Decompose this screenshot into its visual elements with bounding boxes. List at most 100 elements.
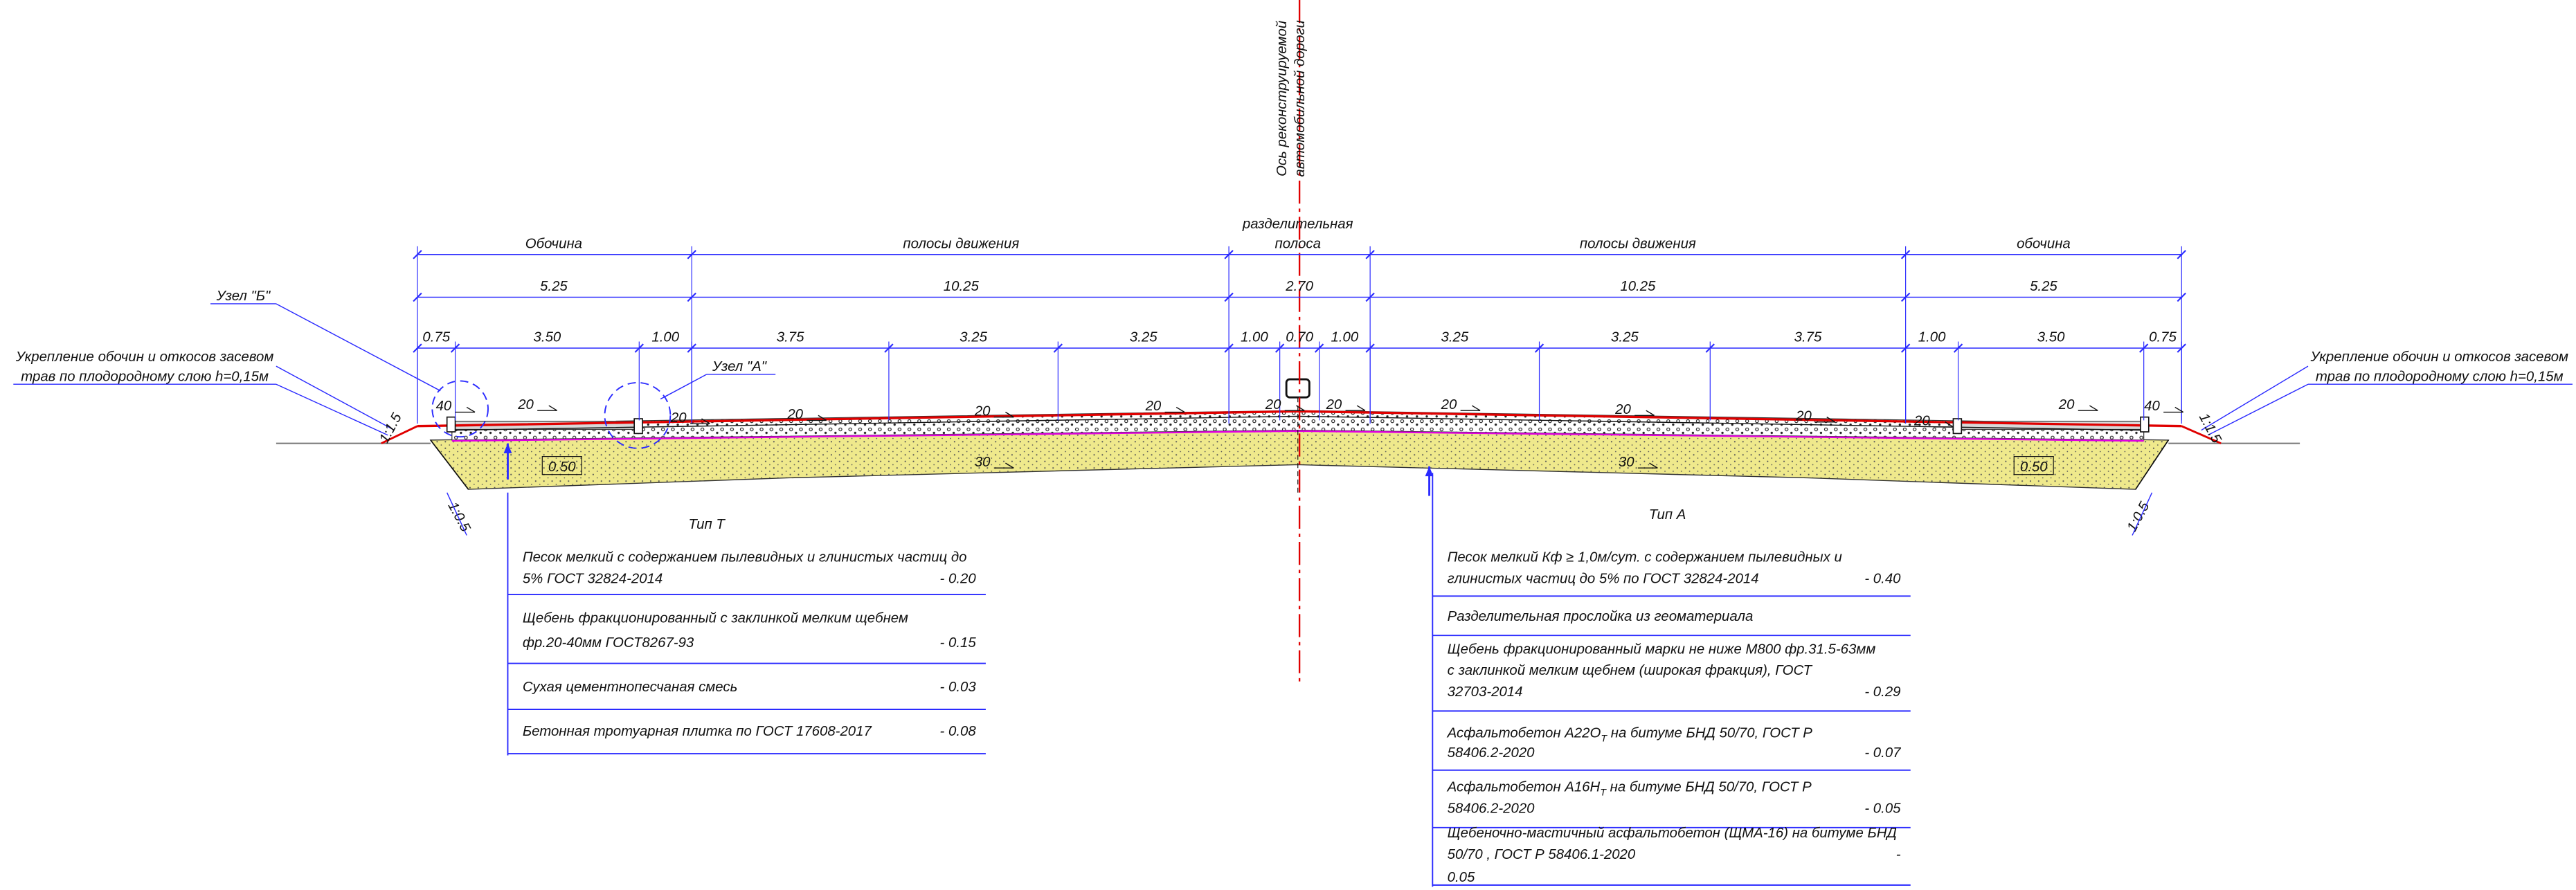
- axis-label: Ось реконструируемой: [1275, 21, 1290, 176]
- gradient-arrow: [548, 405, 558, 411]
- layer-text: 0.05: [1448, 870, 1475, 885]
- element-width: 0.75: [2149, 330, 2177, 345]
- gradient-arrow: [1176, 406, 1185, 413]
- side-slope-left: [430, 439, 469, 490]
- layer-text-part: Т: [1600, 788, 1607, 799]
- gradient-label: 30: [1619, 455, 1634, 470]
- leader: [276, 365, 395, 431]
- element-width: 3.25: [1130, 330, 1158, 345]
- element-width: 1.00: [1331, 330, 1359, 345]
- layer-text: 32703-2014: [1448, 684, 1523, 700]
- layer-text: с заклинкой мелким щебнем (широкая фракц…: [1448, 663, 1813, 678]
- zone-label: Обочина: [525, 236, 582, 251]
- leader: [2207, 383, 2309, 436]
- reinforcement-note: трав по плодородному слою h=0,15м: [2316, 369, 2564, 384]
- layer-text: Бетонная тротуарная плитка по ГОСТ 17608…: [523, 724, 872, 739]
- median-label: разделительная: [1242, 217, 1353, 232]
- layer-text: Асфальтобетон А22ОТ на битуме БНД 50/70,…: [1447, 725, 1813, 744]
- type-title: Тип Т: [688, 517, 726, 532]
- element-width: 3.50: [2037, 330, 2065, 345]
- gradient-label: 20: [1614, 402, 1631, 417]
- gradient-label: 20: [1145, 399, 1162, 414]
- gradient-arrow: [1005, 462, 1014, 469]
- layer-text-part: на битуме БНД 50/70, ГОСТ Р: [1607, 725, 1812, 741]
- layer-thickness: - 0.05: [1864, 801, 1901, 816]
- slope-ratio: 1:1.5: [377, 410, 405, 446]
- zone-width: 10.25: [944, 279, 980, 294]
- curb: [1952, 418, 1963, 435]
- element-width: 3.25: [960, 330, 987, 345]
- gradient-arrow: [1945, 421, 1954, 428]
- layer-text: 58406.2-2020: [1448, 745, 1535, 761]
- leader: [2132, 492, 2153, 536]
- layer-thickness: - 0.40: [1864, 571, 1901, 586]
- gradient-arrow: [2089, 405, 2098, 411]
- leader: [660, 374, 707, 400]
- side-slope-right: [2135, 439, 2169, 490]
- layer-thickness: - 0.07: [1864, 745, 1901, 761]
- layer-text: 58406.2-2020: [1448, 801, 1535, 816]
- leader: [2201, 365, 2309, 431]
- layer-thickness: - 0.29: [1864, 684, 1900, 700]
- zone-width: 10.25: [1620, 279, 1656, 294]
- element-width: 3.50: [534, 330, 561, 345]
- gradient-arrow: [1005, 411, 1014, 418]
- layer-text-part: Асфальтобетон А16Н: [1447, 780, 1601, 795]
- barrier: [1285, 378, 1310, 399]
- node-label: Узел "Б": [216, 289, 271, 304]
- slope-left: [381, 425, 418, 444]
- gradient-arrow: [1471, 405, 1481, 411]
- layer-text: Щебеночно-мастичный асфальтобетон (ЩМА-1…: [1448, 826, 1897, 841]
- layer-text-part: Асфальтобетон А22О: [1447, 725, 1601, 741]
- zone-label: полосы движения: [1580, 236, 1696, 251]
- layer-text: глинистых частиц до 5% по ГОСТ 32824-201…: [1448, 571, 1759, 586]
- arrow-head: [503, 443, 512, 453]
- element-width: 3.75: [1794, 330, 1822, 345]
- slope-ratio: 1:0.5: [444, 500, 473, 535]
- gradient-arrow: [466, 406, 476, 413]
- gradient-label: 20: [1326, 397, 1342, 412]
- layer-text: Сухая цементнопесчаная смесь: [523, 680, 737, 695]
- layer-text: фр.20-40мм ГОСТ8267-93: [523, 635, 694, 651]
- reinforcement-note: трав по плодородному слою h=0,15м: [21, 369, 269, 384]
- layer-thickness: -: [1896, 847, 1901, 862]
- layer-text: Асфальтобетон А16НТ на битуме БНД 50/70,…: [1447, 780, 1812, 799]
- curb: [2140, 416, 2150, 433]
- gradient-label: 20: [517, 397, 534, 412]
- arrow-head: [1425, 466, 1434, 477]
- element-width: 1.00: [1918, 330, 1946, 345]
- element-width: 1.00: [1241, 330, 1268, 345]
- type-title: Тип А: [1649, 507, 1686, 523]
- gradient-label: 20: [1441, 397, 1457, 412]
- layer-text: Песок мелкий Кф ≥ 1,0м/сут. с содержание…: [1448, 550, 1842, 565]
- slope-right: [2181, 425, 2222, 444]
- element-width: 0.75: [422, 330, 450, 345]
- layer-thickness: - 0.20: [940, 571, 977, 586]
- gradient-label: 20: [1265, 397, 1281, 412]
- gradient-arrow: [1826, 417, 1835, 423]
- element-width: 1.00: [651, 330, 679, 345]
- axis-label: автомобильной дороги: [1292, 20, 1308, 176]
- curb: [633, 418, 643, 435]
- layer-text: 5% ГОСТ 32824-2014: [523, 571, 663, 586]
- layer-width: 0.50: [548, 460, 576, 475]
- layer-text: 50/70 , ГОСТ Р 58406.1-2020: [1448, 847, 1636, 862]
- layer-width: 0.50: [2020, 460, 2048, 475]
- layer-thickness: - 0.15: [940, 635, 977, 651]
- gradient-arrow: [701, 418, 710, 424]
- node-label: Узел "А": [712, 359, 767, 374]
- element-width: 3.75: [777, 330, 804, 345]
- zone-label: обочина: [2017, 236, 2071, 251]
- gradient-arrow: [1295, 405, 1305, 411]
- zone-width: 5.25: [540, 279, 568, 294]
- surface: [417, 410, 2182, 428]
- gradient-arrow: [1646, 410, 1655, 416]
- zone-width: 2.70: [1285, 279, 1313, 294]
- layer-text: Щебень фракционированный марки не ниже М…: [1448, 642, 1876, 657]
- layer-thickness: - 0.08: [940, 724, 977, 739]
- element-width: 0.70: [1286, 330, 1313, 345]
- layer-width-box: [541, 456, 582, 475]
- element-width: 3.25: [1441, 330, 1468, 345]
